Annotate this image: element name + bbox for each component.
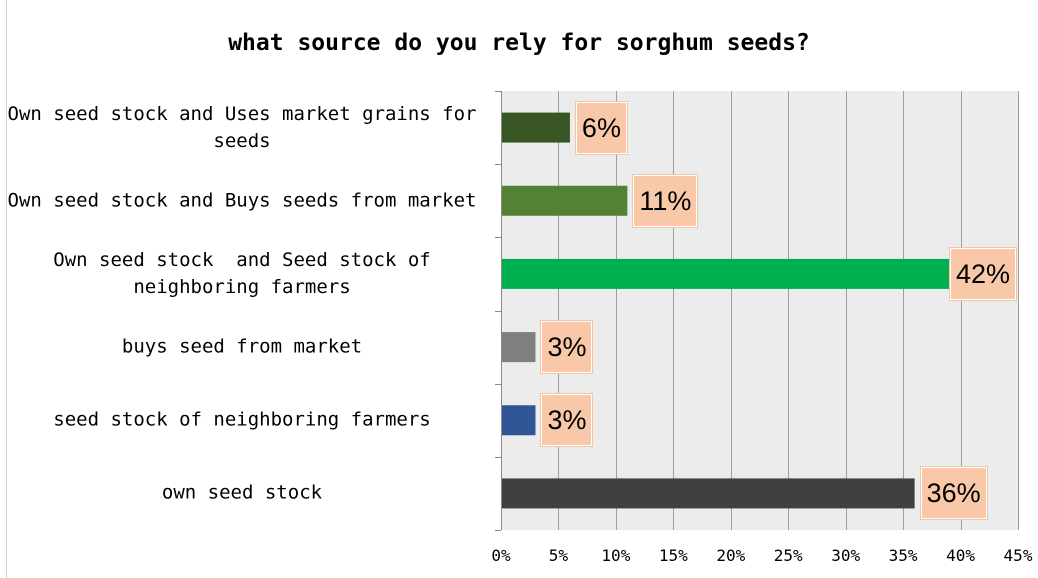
x-tick-label: 30%	[831, 546, 861, 565]
data-label: 3%	[540, 320, 594, 375]
category-label: seed stock of neighboring farmers	[53, 408, 431, 431]
bar	[502, 332, 536, 363]
x-tick-label: 5%	[548, 546, 569, 565]
category-label: own seed stock	[161, 481, 323, 504]
x-tick-label: 35%	[888, 546, 918, 565]
chart-frame-border	[6, 0, 7, 578]
category-label: Own seed stock and Seed stock of neighbo…	[53, 248, 443, 298]
category-label: Own seed stock and Buys seeds from marke…	[7, 189, 477, 212]
x-tick-label: 15%	[658, 546, 688, 565]
data-label: 36%	[919, 466, 988, 521]
chart-title: what source do you rely for sorghum seed…	[228, 30, 810, 56]
data-label: 11%	[632, 173, 699, 228]
category-label: Own seed stock and Uses market grains fo…	[7, 102, 488, 152]
x-tick-label: 40%	[946, 546, 975, 565]
x-tick-label: 25%	[773, 546, 803, 565]
data-label: 6%	[574, 100, 628, 155]
data-label: 42%	[948, 246, 1018, 301]
category-label: buys seed from market	[121, 335, 363, 358]
x-tick-label: 20%	[716, 546, 746, 565]
x-tick-label: 45%	[1003, 546, 1033, 565]
bar	[502, 478, 915, 509]
x-tick-label: 0%	[491, 546, 511, 565]
bar	[502, 185, 628, 216]
bar	[502, 405, 536, 436]
plot-area	[501, 91, 1018, 530]
bar	[502, 258, 984, 289]
bar	[502, 112, 570, 143]
data-label: 3%	[540, 393, 594, 448]
x-tick-label: 10%	[601, 546, 631, 565]
